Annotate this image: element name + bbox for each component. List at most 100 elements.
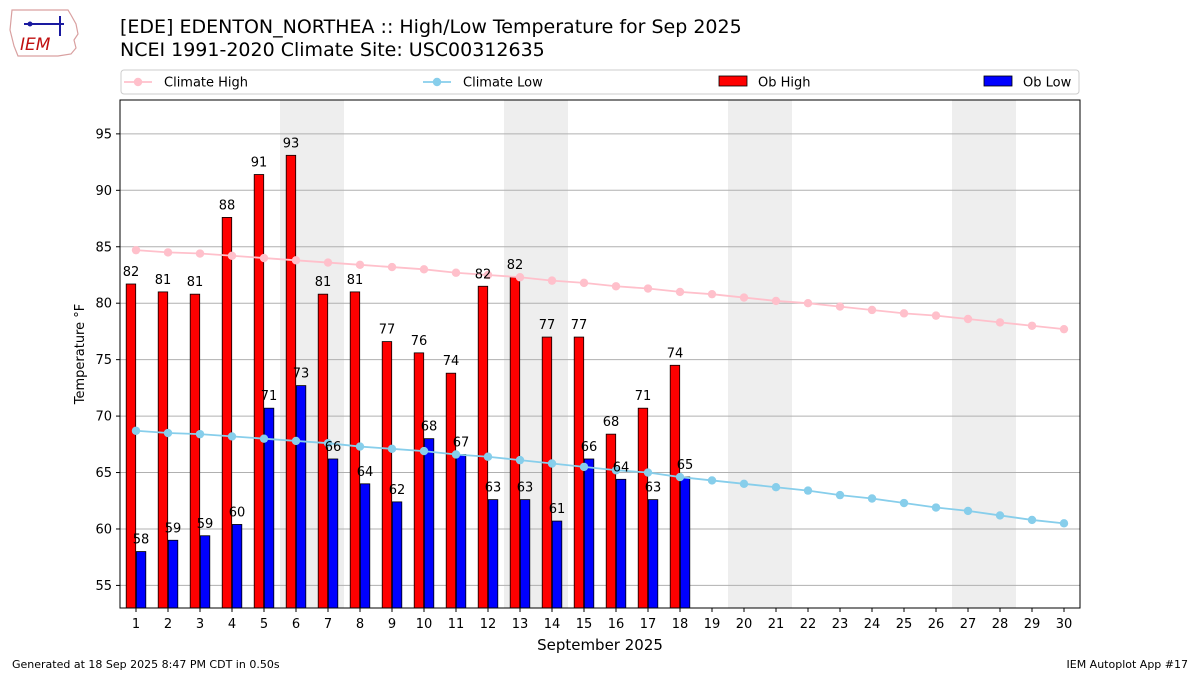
x-tick-label: 17: [640, 617, 657, 632]
climate-low-point: [739, 479, 749, 489]
climate-low-point: [131, 426, 141, 435]
ob-high-label: 71: [635, 389, 652, 404]
climate-low-point: [931, 503, 941, 512]
ob-high-label: 81: [187, 275, 204, 290]
y-tick-label: 95: [95, 127, 112, 142]
x-tick-label: 8: [356, 617, 364, 632]
climate-low-point: [419, 446, 429, 456]
x-tick-label: 2: [164, 617, 172, 632]
x-tick-label: 16: [608, 617, 625, 632]
ob-low-bar: [199, 535, 211, 609]
ob-high-label: 82: [475, 267, 492, 282]
ob-low-label: 63: [645, 481, 662, 496]
x-tick-label: 10: [416, 617, 433, 632]
climate-high-point: [1027, 321, 1037, 330]
ob-high-label: 76: [411, 334, 428, 349]
y-axis-label: Temperature °F: [73, 304, 88, 405]
climate-high-point: [291, 256, 301, 265]
x-tick-label: 9: [388, 617, 396, 632]
y-tick-label: 80: [95, 297, 112, 312]
climate-low-point: [707, 476, 717, 485]
ob-low-label: 59: [197, 517, 214, 532]
legend-label: Ob High: [758, 76, 811, 91]
x-tick-label: 1: [132, 617, 140, 632]
climate-high-point: [227, 251, 237, 260]
climate-low-point: [1059, 519, 1069, 528]
climate-high-point: [675, 287, 685, 297]
ob-high-label: 93: [283, 136, 300, 151]
x-tick-label: 19: [704, 617, 721, 632]
y-tick-label: 70: [95, 410, 112, 425]
x-tick-label: 4: [228, 617, 236, 632]
ob-low-bar: [359, 483, 371, 609]
ob-high-label: 77: [539, 318, 556, 333]
climate-low-point: [771, 483, 781, 492]
climate-high-point: [515, 273, 525, 282]
ob-low-label: 64: [613, 460, 630, 475]
x-tick-label: 26: [928, 617, 945, 632]
climate-high-point: [739, 293, 749, 302]
ob-high-label: 81: [347, 273, 364, 288]
legend-label: Ob Low: [1023, 76, 1072, 91]
climate-low-point: [867, 494, 877, 503]
climate-low-point: [515, 455, 525, 465]
app-footer: IEM Autoplot App #17: [1066, 658, 1189, 671]
climate-low-point: [1027, 515, 1037, 525]
climate-high-point: [963, 314, 973, 324]
generated-footer: Generated at 18 Sep 2025 8:47 PM CDT in …: [12, 658, 280, 671]
legend-label: Climate Low: [463, 76, 543, 91]
climate-high-point: [899, 309, 909, 318]
ob-low-label: 63: [517, 481, 534, 496]
ob-high-label: 82: [123, 265, 140, 280]
ob-low-bar: [391, 501, 403, 609]
climate-high-point: [419, 265, 429, 274]
climate-high-point: [323, 258, 333, 267]
ob-high-bar: [573, 336, 585, 609]
ob-low-label: 66: [325, 440, 342, 455]
climate-low-point: [579, 462, 589, 472]
climate-low-point: [227, 432, 237, 441]
x-tick-label: 23: [832, 617, 849, 632]
climate-high-point: [483, 270, 493, 280]
climate-low-point: [483, 452, 493, 461]
logo-dot: [27, 21, 33, 27]
x-tick-label: 21: [768, 617, 785, 632]
climate-high-point: [643, 284, 653, 293]
climate-high-point: [387, 262, 397, 272]
y-tick-label: 85: [95, 240, 112, 255]
ob-high-label: 81: [315, 275, 332, 290]
climate-high-line: [135, 249, 1065, 331]
ob-high-bar: [509, 276, 521, 609]
ob-low-bar: [455, 454, 467, 609]
chart-title: [EDE] EDENTON_NORTHEA :: High/Low Temper…: [120, 16, 742, 38]
plot-frame: [119, 99, 1081, 609]
iem-logo: IEM: [9, 9, 79, 57]
climate-low-point: [899, 498, 909, 508]
climate-low-point: [451, 450, 461, 459]
climate-low-line: [135, 429, 1065, 525]
ob-low-label: 59: [165, 521, 182, 536]
ob-low-bar: [679, 476, 691, 609]
ob-low-label: 64: [357, 465, 374, 480]
climate-low-point: [643, 468, 653, 477]
climate-low-point: [963, 506, 973, 516]
legend-box: [120, 69, 1080, 95]
x-tick-label: 18: [672, 617, 689, 632]
climate-high-point: [131, 245, 141, 255]
x-tick-label: 29: [1024, 617, 1041, 632]
legend-marker: [432, 77, 442, 87]
ob-low-label: 67: [453, 435, 470, 450]
climate-low-point: [675, 472, 685, 482]
climate-high-point: [611, 282, 621, 291]
x-tick-label: 27: [960, 617, 977, 632]
ob-low-label: 68: [421, 420, 438, 435]
ob-high-label: 68: [603, 415, 620, 430]
ob-low-label: 65: [677, 458, 694, 473]
ob-high-bar: [477, 285, 489, 609]
y-tick-label: 90: [95, 184, 112, 199]
climate-low-point: [259, 434, 269, 443]
weekend-shade: [728, 100, 792, 608]
climate-high-point: [771, 296, 781, 306]
ob-high-label: 77: [571, 318, 588, 333]
